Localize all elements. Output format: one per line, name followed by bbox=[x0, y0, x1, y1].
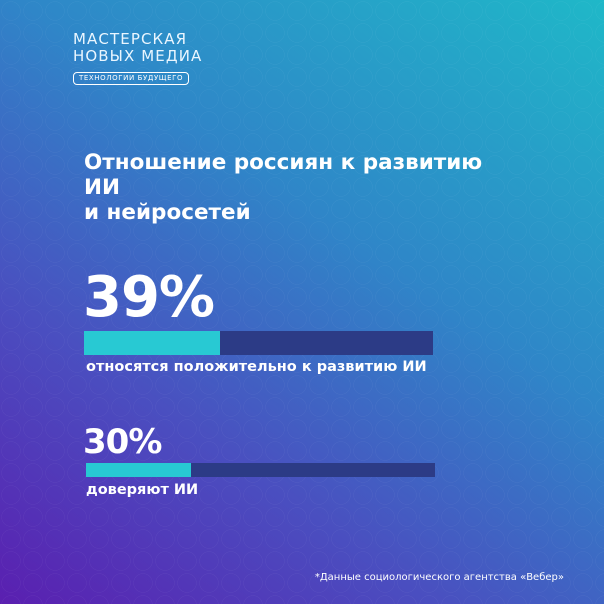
source-footnote: *Данные социологического агентства «Вебе… bbox=[314, 572, 564, 583]
title-line-2: и нейросетей bbox=[84, 200, 251, 225]
progress-fill-positive bbox=[84, 331, 221, 355]
stat-label-positive: относятся положительно к развитию ИИ bbox=[86, 359, 427, 375]
brand-logo: МАСТЕРСКАЯ НОВЫХ МЕДИА ТЕХНОЛОГИИ БУДУЩЕ… bbox=[73, 31, 203, 85]
progress-bar-trust bbox=[86, 463, 435, 477]
stat-value-trust: 30% bbox=[83, 422, 162, 462]
logo-line-1: МАСТЕРСКАЯ bbox=[73, 30, 188, 48]
progress-fill-trust bbox=[86, 463, 191, 477]
logo-line-2: НОВЫХ МЕДИА bbox=[73, 47, 203, 65]
stat-value-positive: 39% bbox=[83, 265, 215, 330]
logo-tagline: ТЕХНОЛОГИИ БУДУЩЕГО bbox=[73, 72, 190, 85]
stat-label-trust: доверяют ИИ bbox=[86, 482, 199, 498]
page-title: Отношение россиян к развитию ИИ и нейрос… bbox=[84, 150, 524, 225]
progress-bar-positive bbox=[84, 331, 433, 355]
title-line-1: Отношение россиян к развитию ИИ bbox=[84, 150, 483, 200]
